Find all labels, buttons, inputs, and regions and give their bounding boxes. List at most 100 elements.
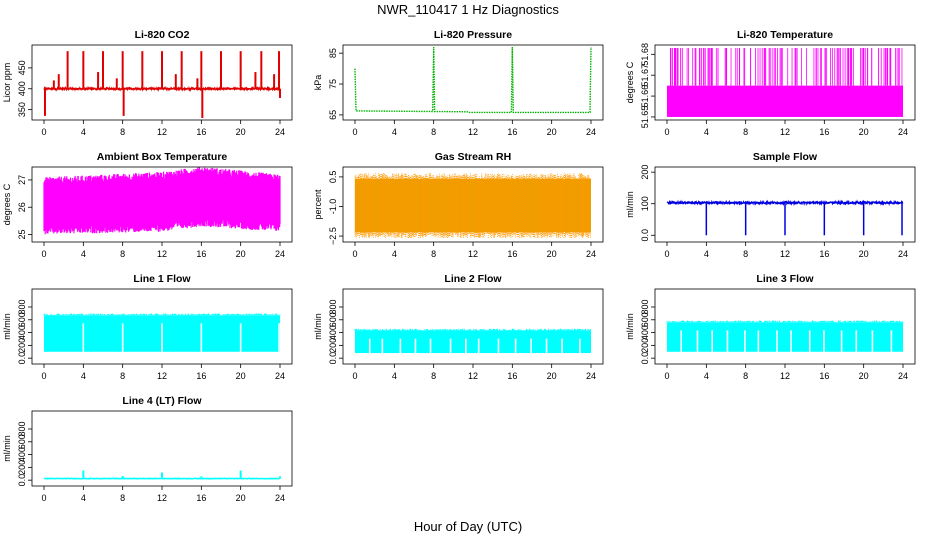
y-axis-label: Licor ppm	[2, 63, 12, 103]
x-tick-label: 20	[547, 127, 557, 137]
gap	[790, 330, 792, 352]
y-tick-label: 0.0	[328, 352, 338, 365]
gap	[744, 330, 746, 352]
figure-title: NWR_110417 1 Hz Diagnostics	[377, 2, 559, 17]
y-tick-label: 800	[17, 299, 27, 314]
gap	[381, 338, 384, 354]
x-tick-label: 16	[196, 127, 206, 137]
x-tick-label: 12	[468, 371, 478, 381]
panel-line-2-flow: Line 2 Flow ml/min 0 4 8 12 16 20 24 0.0200400600…	[313, 273, 604, 381]
gap	[477, 338, 480, 354]
y-tick-label: 400	[328, 325, 338, 340]
panel-line-3-flow: Line 3 Flow ml/min 0 4 8 12 16 20 24 0.0200400600…	[625, 273, 916, 381]
x-tick-label: 4	[81, 249, 86, 259]
x-tick-label: 12	[780, 127, 790, 137]
gap	[776, 330, 778, 352]
gap	[278, 323, 280, 352]
y-tick-label: 0.0	[17, 474, 27, 487]
data-layer	[43, 167, 281, 235]
panel-gas-stream-rh: Gas Stream RH percent 0 4 8 12 16 20 24 −2.5 -1.0 0…	[313, 151, 604, 259]
x-tick-label: 8	[431, 127, 436, 137]
x-tick-label: 0	[352, 371, 357, 381]
y-tick-label: 600	[17, 312, 27, 327]
x-tick-label: 0	[352, 127, 357, 137]
series-band	[43, 167, 281, 235]
x-tick-label: 16	[507, 371, 517, 381]
gap	[855, 330, 858, 352]
y-tick-label: 800	[17, 421, 27, 436]
y-tick-label: 200	[640, 165, 650, 180]
gap	[121, 323, 124, 352]
gap	[82, 323, 85, 352]
gap	[429, 338, 432, 354]
y-tick-label: 200	[328, 338, 338, 353]
data-layer	[43, 470, 281, 480]
gap	[808, 330, 811, 352]
x-tick-label: 12	[157, 127, 167, 137]
gap	[414, 338, 417, 354]
x-tick-label: 20	[236, 249, 246, 259]
y-axis-label: ml/min	[2, 313, 12, 340]
x-tick-label: 4	[81, 127, 86, 137]
gap	[514, 338, 517, 354]
y-tick-label: 51.68	[640, 43, 650, 66]
y-axis-label: percent	[313, 189, 323, 220]
data-layer	[43, 313, 281, 352]
gap	[530, 338, 532, 354]
y-tick-label: 85	[328, 48, 338, 58]
panel-title: Gas Stream RH	[435, 151, 511, 163]
y-tick-label: 51.66	[640, 85, 650, 108]
x-tick-label: 24	[898, 127, 908, 137]
x-tick-label: 8	[120, 371, 125, 381]
data-layer	[43, 51, 281, 118]
x-tick-label: 24	[898, 371, 908, 381]
x-tick-label: 8	[431, 371, 436, 381]
figure-xlabel: Hour of Day (UTC)	[414, 519, 522, 534]
x-tick-label: 12	[780, 371, 790, 381]
panel-title: Line 4 (LT) Flow	[122, 395, 202, 407]
x-tick-label: 24	[586, 371, 596, 381]
x-tick-label: 8	[120, 249, 125, 259]
x-tick-label: 0	[41, 249, 46, 259]
panel-title: Sample Flow	[753, 151, 818, 163]
y-tick-label: 400	[17, 81, 27, 96]
x-tick-label: 24	[275, 493, 285, 503]
panel-title: Ambient Box Temperature	[97, 151, 228, 163]
x-tick-label: 24	[586, 127, 596, 137]
gap	[368, 338, 371, 354]
data-layer	[354, 172, 591, 238]
gap	[449, 338, 452, 354]
x-tick-label: 16	[819, 249, 829, 259]
y-tick-label: 800	[640, 299, 650, 314]
y-tick-label: 100	[640, 196, 650, 211]
x-tick-label: 4	[81, 493, 86, 503]
panel-title: Li-820 CO2	[135, 29, 190, 41]
panel-title: Li-820 Pressure	[434, 29, 512, 41]
panel-line-1-flow: Line 1 Flow ml/min 0 4 8 12 16 20 24 0.0200400600…	[2, 273, 293, 381]
y-tick-label: 200	[640, 338, 650, 353]
x-tick-label: 20	[859, 127, 869, 137]
x-tick-label: 16	[196, 371, 206, 381]
gap	[711, 330, 713, 352]
x-tick-label: 16	[196, 493, 206, 503]
x-tick-label: 4	[392, 249, 397, 259]
x-tick-label: 12	[468, 249, 478, 259]
data-layer	[666, 199, 904, 236]
gap	[399, 338, 402, 354]
gap	[890, 330, 893, 352]
y-tick-label: 350	[17, 102, 27, 117]
x-tick-label: 24	[586, 249, 596, 259]
y-tick-label: 450	[17, 60, 27, 75]
series-band-edge	[666, 320, 904, 323]
y-axis-label: ml/min	[313, 313, 323, 340]
y-axis-label: degrees C	[2, 183, 12, 225]
x-tick-label: 20	[859, 249, 869, 259]
y-tick-label: 600	[17, 434, 27, 449]
x-tick-label: 0	[41, 493, 46, 503]
x-tick-label: 16	[819, 371, 829, 381]
y-tick-label: 800	[328, 299, 338, 314]
series-band	[355, 330, 591, 354]
series-points	[354, 172, 591, 238]
y-axis-label: degrees C	[625, 61, 635, 103]
